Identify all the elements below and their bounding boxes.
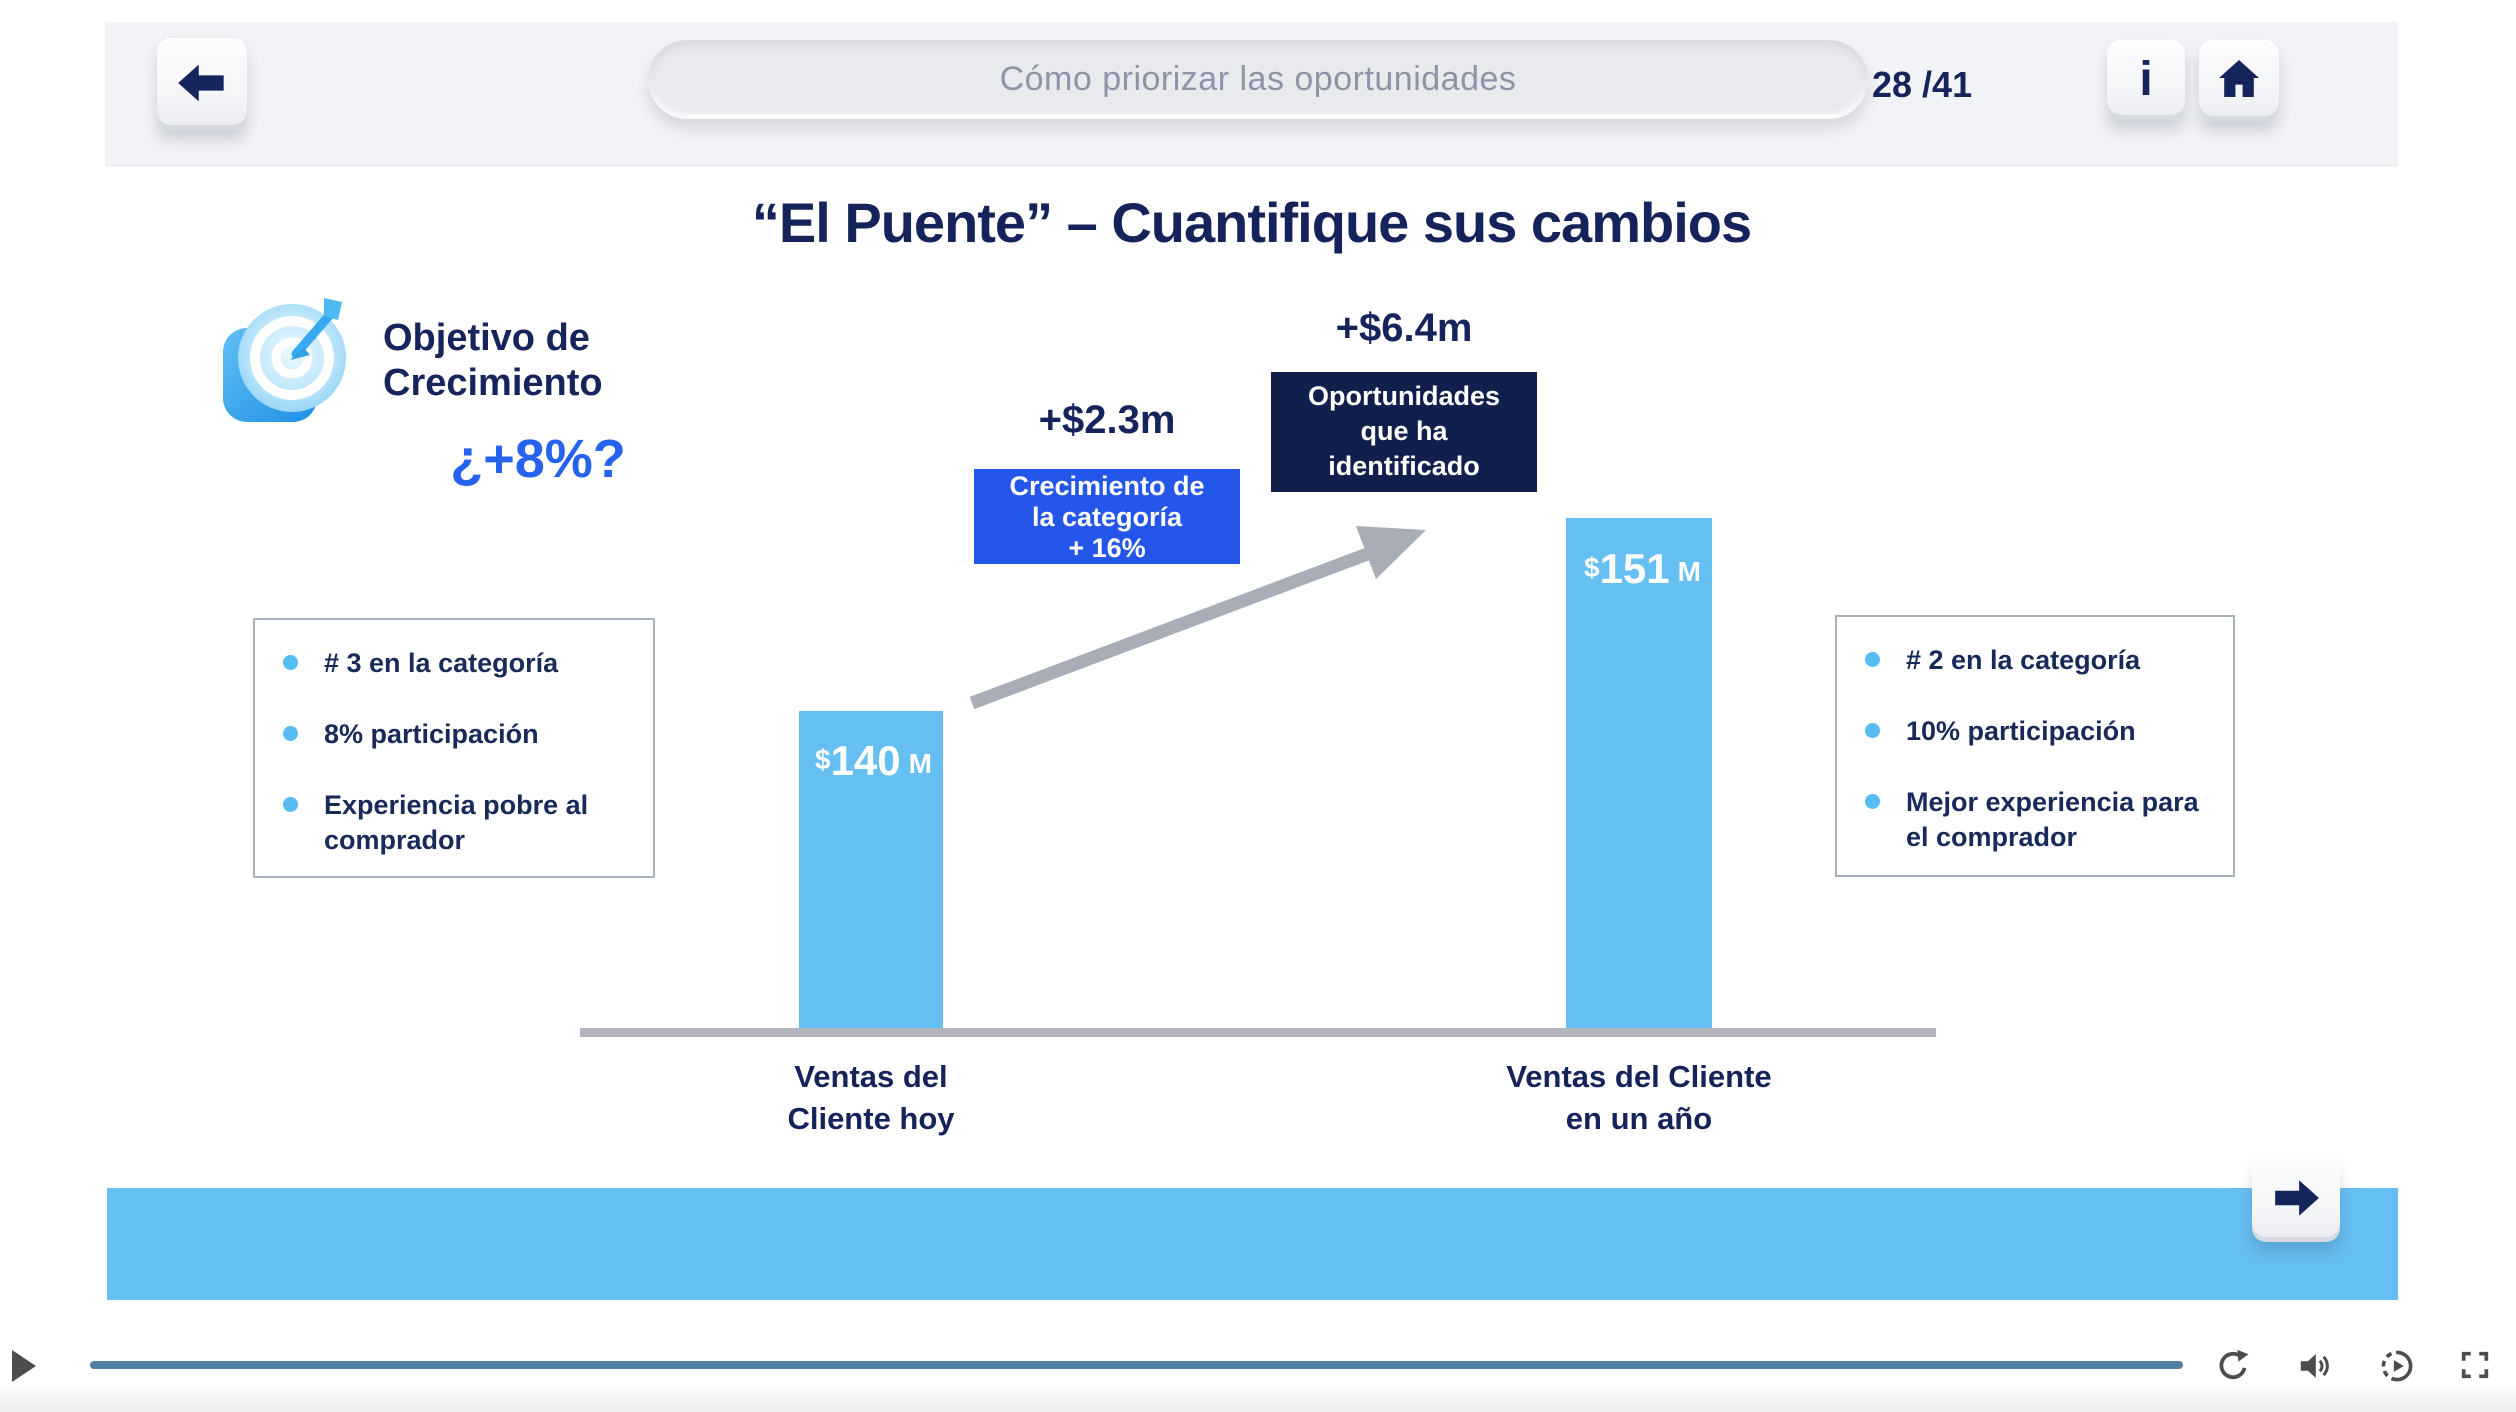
objective-value: ¿+8%? xyxy=(450,429,626,489)
growth-callout-box: Crecimiento de la categoría + 16% xyxy=(974,469,1240,564)
lesson-title: Cómo priorizar las oportunidades xyxy=(999,60,1517,98)
bullet-dot-icon xyxy=(283,797,298,812)
footer-bar xyxy=(107,1188,2398,1300)
playback-speed-icon xyxy=(2378,1350,2416,1388)
restart-icon xyxy=(2214,1349,2252,1388)
list-item: Experiencia pobre al comprador xyxy=(283,788,633,858)
list-item: # 2 en la categoría xyxy=(1865,643,2213,678)
restart-button[interactable] xyxy=(2214,1347,2252,1388)
list-item: 8% participación xyxy=(283,717,633,752)
list-item: # 3 en la categoría xyxy=(283,646,633,681)
home-icon xyxy=(2215,55,2263,106)
page-count: 28 /41 xyxy=(1872,64,1973,105)
back-button[interactable] xyxy=(157,38,247,130)
bar-future-value: $151 M xyxy=(1584,545,1701,592)
future-state-panel: # 2 en la categoría 10% participación Me… xyxy=(1835,615,2235,877)
fullscreen-icon xyxy=(2458,1351,2492,1385)
opportunity-callout-box: Oportunidades que ha identificado xyxy=(1271,372,1537,492)
list-item: Mejor experiencia para el comprador xyxy=(1865,785,2213,855)
media-player-bar xyxy=(0,1300,2516,1412)
growth-amount: +$2.3m xyxy=(1038,398,1176,442)
bullet-dot-icon xyxy=(283,726,298,741)
opportunity-amount: +$6.4m xyxy=(1335,306,1473,350)
home-button[interactable] xyxy=(2199,40,2279,121)
info-button[interactable]: i xyxy=(2107,40,2185,120)
category-label-future: Ventas del Cliente en un año xyxy=(1506,1059,1772,1136)
list-item: 10% participación xyxy=(1865,714,2213,749)
current-state-panel: # 3 en la categoría 8% participación Exp… xyxy=(253,618,655,878)
growth-arrow-icon xyxy=(950,515,1450,720)
fullscreen-button[interactable] xyxy=(2458,1348,2492,1385)
progress-bar[interactable] xyxy=(90,1361,2183,1369)
volume-button[interactable] xyxy=(2296,1347,2334,1388)
lesson-title-pill: Cómo priorizar las oportunidades xyxy=(648,40,1868,119)
bullet-dot-icon xyxy=(1865,652,1880,667)
next-arrow-icon xyxy=(2271,1173,2321,1226)
chart-baseline xyxy=(580,1028,1936,1037)
slide-title: “El Puente” – Cuantifique sus cambios xyxy=(751,191,1752,254)
bullet-dot-icon xyxy=(283,655,298,670)
bullet-dot-icon xyxy=(1865,723,1880,738)
bullet-dot-icon xyxy=(1865,794,1880,809)
bar-future-sales xyxy=(1566,518,1712,1028)
bar-current-sales xyxy=(799,711,943,1028)
objective-label: Objetivo de Crecimiento xyxy=(383,317,603,404)
volume-icon xyxy=(2296,1354,2334,1388)
play-icon[interactable] xyxy=(12,1350,36,1382)
next-button[interactable] xyxy=(2252,1156,2340,1242)
info-icon: i xyxy=(2139,53,2153,106)
back-arrow-icon xyxy=(176,57,228,112)
playback-speed-button[interactable] xyxy=(2378,1347,2416,1388)
category-label-current: Ventas del Cliente hoy xyxy=(787,1059,955,1136)
target-with-dart-icon xyxy=(220,292,350,428)
bar-current-value: $140 M xyxy=(815,737,932,784)
